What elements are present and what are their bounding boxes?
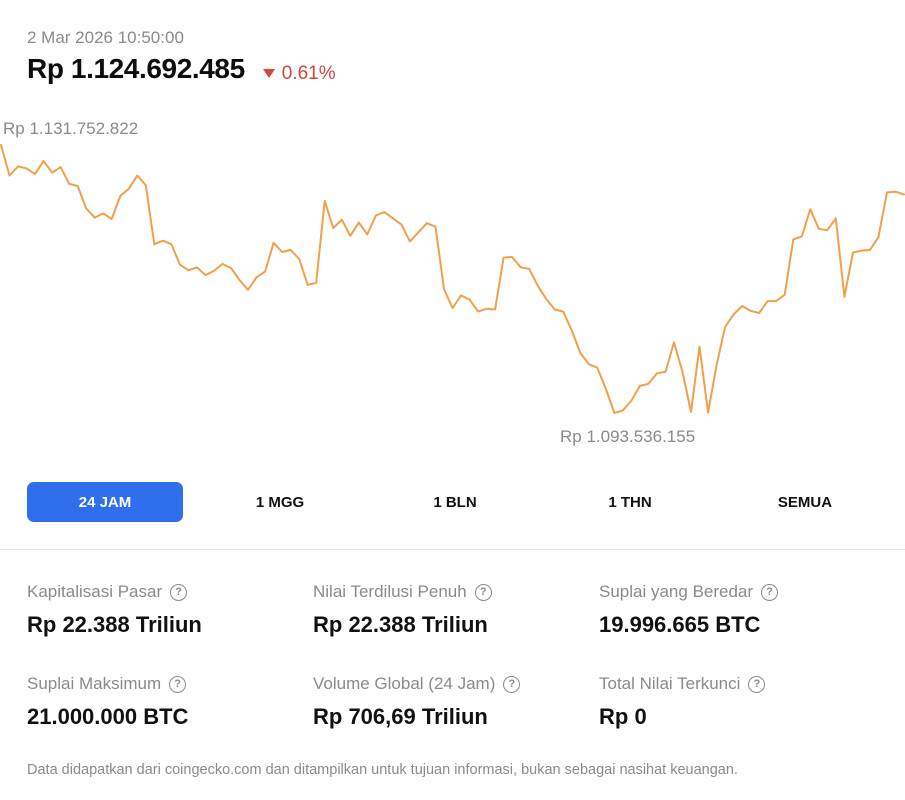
price-timestamp: 2 Mar 2026 10:50:00 [27,28,184,47]
price-change-percent: 0.61% [281,62,336,84]
price-chart[interactable]: Rp 1.131.752.822 Rp 1.093.536.155 [0,110,905,455]
stat-fully-diluted-value: Nilai Terdilusi Penuh ? Rp 22.388 Triliu… [313,582,492,638]
stat-value: Rp 22.388 Triliun [313,612,488,637]
stat-label: Kapitalisasi Pasar [27,582,163,601]
help-circle-icon[interactable]: ? [474,583,492,601]
price-change: 0.61% [262,62,336,85]
price-chart-svg: Rp 1.131.752.822 Rp 1.093.536.155 [0,119,905,446]
help-circle-icon[interactable]: ? [170,583,188,601]
stat-value: Rp 22.388 Triliun [27,612,202,637]
tab-1-mgg[interactable]: 1 MGG [202,482,358,522]
time-range-tabs: 24 JAM 1 MGG 1 BLN 1 THN SEMUA [27,482,905,522]
stat-max-supply: Suplai Maksimum ? 21.000.000 BTC [27,674,188,730]
tab-semua[interactable]: SEMUA [727,482,883,522]
stat-value: 21.000.000 BTC [27,704,189,729]
stat-label: Suplai yang Beredar [599,582,754,601]
stat-circulating-supply: Suplai yang Beredar ? 19.996.665 BTC [599,582,779,638]
tab-1-bln[interactable]: 1 BLN [377,482,533,522]
help-circle-icon[interactable]: ? [748,675,766,693]
down-triangle-icon [262,69,275,78]
stat-market-cap: Kapitalisasi Pasar ? Rp 22.388 Triliun [27,582,202,638]
stat-value: Rp 0 [599,704,647,729]
help-circle-icon[interactable]: ? [169,675,187,693]
chart-max-label: Rp 1.131.752.822 [3,119,138,138]
price-row: Rp 1.124.692.485 0.61% [27,53,336,85]
stat-label: Total Nilai Terkunci [599,674,741,693]
tab-24-jam[interactable]: 24 JAM [27,482,183,522]
tab-1-thn[interactable]: 1 THN [552,482,708,522]
help-circle-icon[interactable]: ? [761,583,779,601]
stat-label: Nilai Terdilusi Penuh [313,582,467,601]
stat-label: Suplai Maksimum [27,674,162,693]
chart-min-label: Rp 1.093.536.155 [560,427,695,446]
stat-global-volume: Volume Global (24 Jam) ? Rp 706,69 Trili… [313,674,521,730]
stat-label: Volume Global (24 Jam) [313,674,496,693]
price-line [0,144,905,414]
current-price: Rp 1.124.692.485 [27,53,245,84]
section-divider [0,549,905,550]
stat-value: Rp 706,69 Triliun [313,704,488,729]
help-circle-icon[interactable]: ? [503,675,521,693]
stat-total-value-locked: Total Nilai Terkunci ? Rp 0 [599,674,766,730]
stat-value: 19.996.665 BTC [599,612,761,637]
data-source-disclaimer: Data didapatkan dari coingecko.com dan d… [27,762,738,778]
